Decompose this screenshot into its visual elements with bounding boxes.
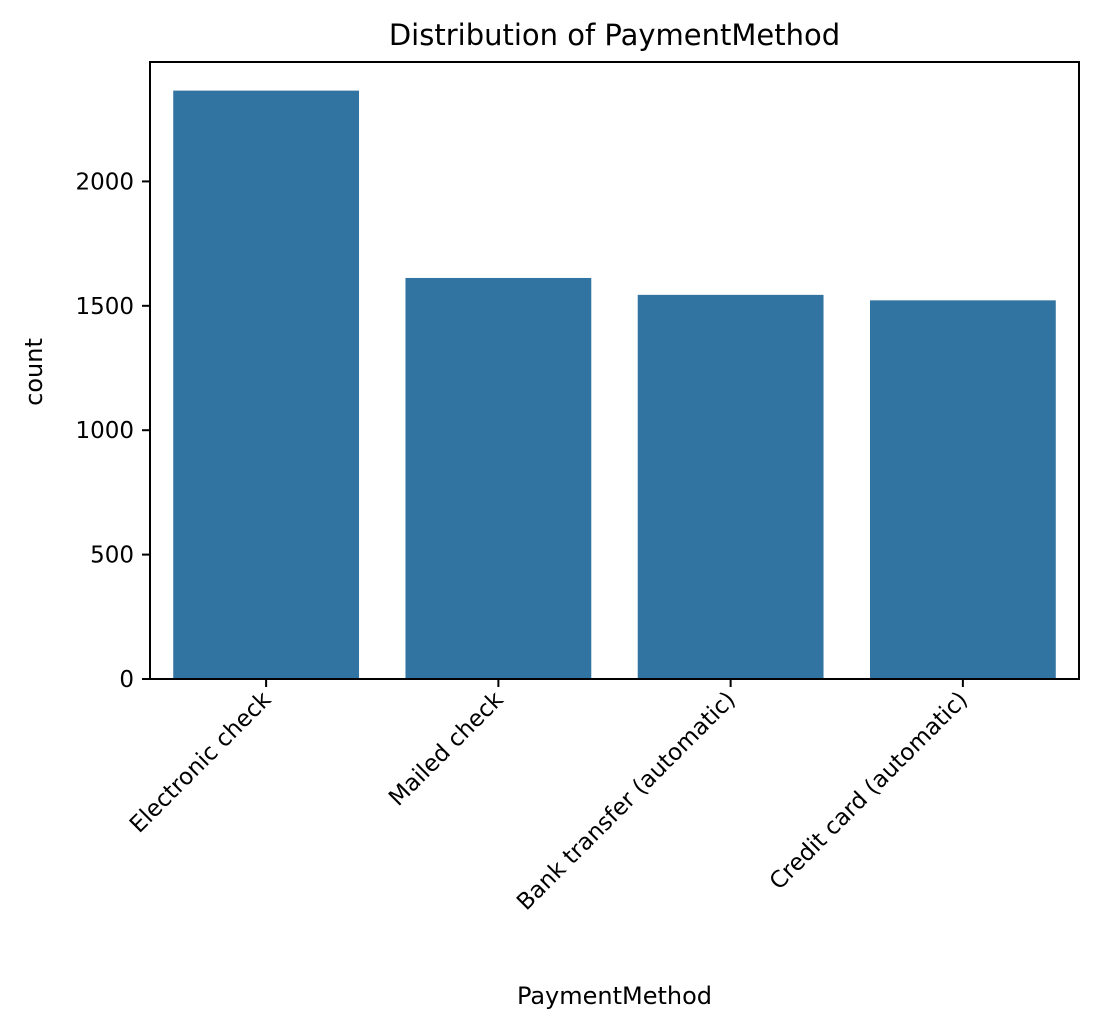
y-tick-label: 1500: [75, 294, 134, 320]
y-axis: 0 500 1000 1500 2000: [75, 169, 150, 693]
x-axis-label: PaymentMethod: [517, 982, 712, 1010]
plot-frame: [149, 61, 1080, 680]
bars-group: [173, 90, 1056, 679]
x-tick-label: Electronic check: [125, 686, 277, 838]
bar: [405, 277, 592, 679]
x-tick-label: Mailed check: [384, 686, 509, 811]
bar: [637, 294, 824, 679]
chart-title: Distribution of PaymentMethod: [389, 18, 840, 52]
x-tick-label: Credit card (automatic): [765, 687, 973, 895]
bar: [869, 300, 1056, 679]
y-tick-label: 2000: [75, 169, 134, 195]
x-tick-label: Bank transfer (automatic): [512, 687, 741, 916]
y-tick-label: 500: [90, 543, 134, 569]
bar: [173, 90, 360, 679]
y-axis-label: count: [20, 338, 48, 406]
y-tick-label: 0: [119, 667, 134, 693]
y-tick-label: 1000: [75, 418, 134, 444]
x-axis: Electronic check Mailed check Bank transfe…: [125, 679, 973, 916]
